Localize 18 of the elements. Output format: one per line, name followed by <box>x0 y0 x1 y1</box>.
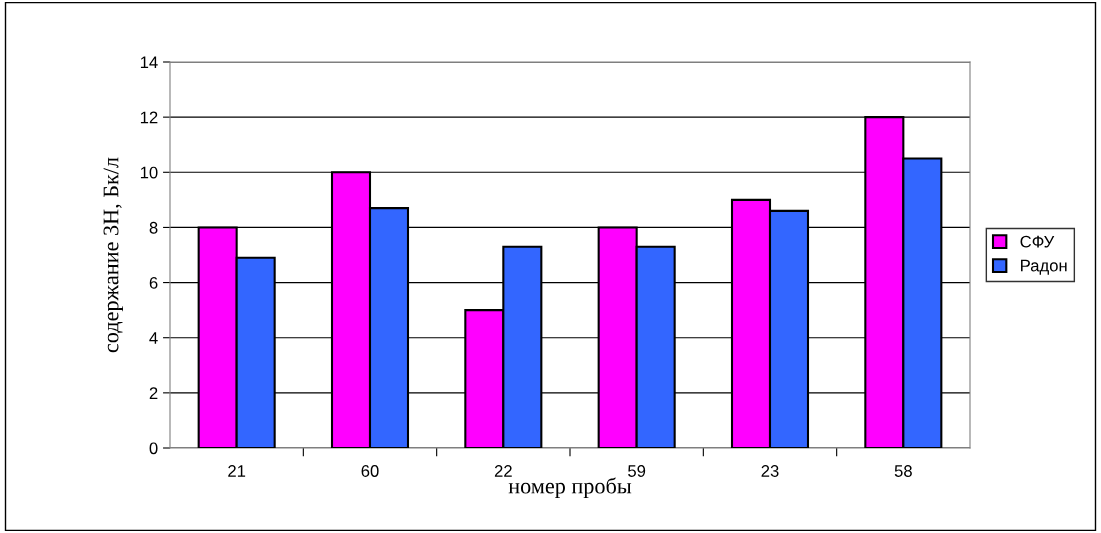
x-tick-label: 21 <box>228 465 246 477</box>
y-tick-label: 10 <box>140 166 158 179</box>
legend-label: Радон <box>1021 259 1067 275</box>
y-tick-label: 12 <box>140 111 158 124</box>
x-tick-label: 23 <box>761 465 779 477</box>
y-tick-label: 2 <box>149 387 158 399</box>
x-tick-label: 60 <box>361 465 379 477</box>
y-axis-title: содержание 3H, Бк/л <box>103 157 123 353</box>
y-tick-label: 0 <box>149 442 158 455</box>
x-tick-label: 58 <box>894 465 912 477</box>
y-tick-label: 8 <box>149 221 158 234</box>
x-tick-label: 59 <box>628 465 646 477</box>
y-tick-label: 4 <box>149 332 158 344</box>
y-tick-label: 14 <box>140 56 158 69</box>
x-tick-label: 22 <box>494 465 512 477</box>
y-tick-label: 6 <box>149 276 158 289</box>
x-axis-title: номер пробы <box>508 477 632 499</box>
legend-label: СФУ <box>1020 235 1055 248</box>
